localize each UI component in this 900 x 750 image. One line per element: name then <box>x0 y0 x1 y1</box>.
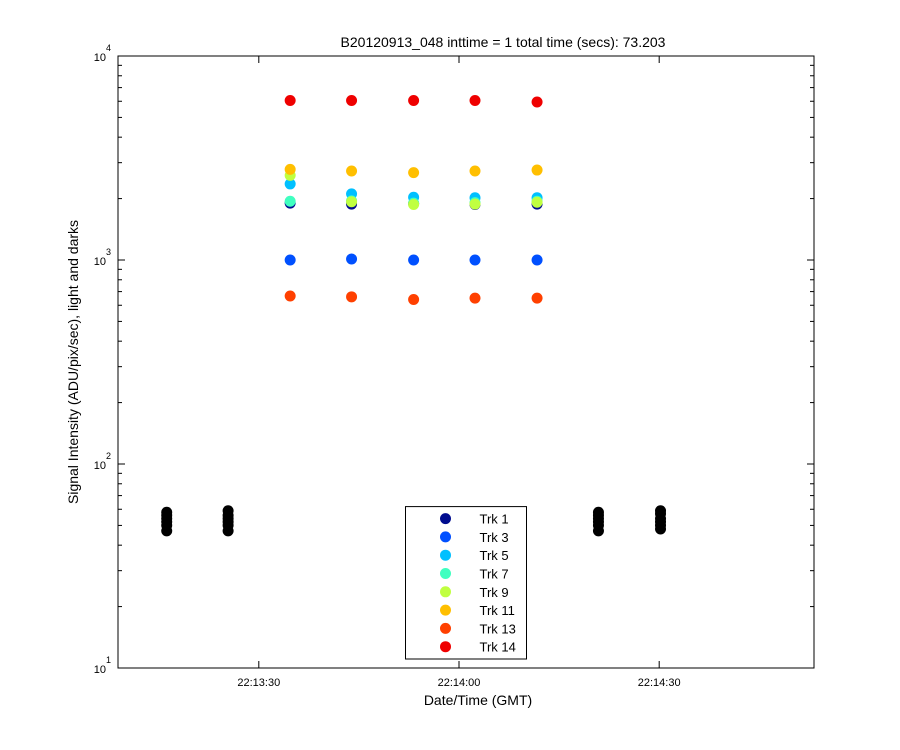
data-point <box>284 163 296 175</box>
data-point <box>531 254 543 266</box>
data-point <box>284 195 296 207</box>
data-point <box>346 253 358 265</box>
chart-title: B20120913_048 inttime = 1 total time (se… <box>341 34 666 50</box>
y-tick-exponent: 2 <box>106 451 111 461</box>
data-point <box>284 254 296 266</box>
legend-label: Trk 3 <box>480 530 509 545</box>
data-point <box>284 178 296 190</box>
legend-marker <box>440 549 451 561</box>
legend-marker <box>440 604 451 616</box>
legend-label: Trk 5 <box>480 548 509 563</box>
data-point <box>655 505 667 517</box>
data-point <box>408 95 420 107</box>
data-point <box>531 292 543 304</box>
y-tick-exponent: 1 <box>106 655 111 665</box>
data-point <box>531 96 543 108</box>
legend-marker <box>440 513 451 525</box>
legend-label: Trk 11 <box>480 603 515 618</box>
legend-label: Trk 9 <box>480 585 509 600</box>
data-point <box>408 294 420 306</box>
data-point <box>346 165 358 177</box>
legend-label: Trk 1 <box>480 512 509 527</box>
y-tick-label: 10 <box>94 664 106 676</box>
data-point <box>408 254 420 266</box>
legend-marker <box>440 622 451 634</box>
data-point <box>284 95 296 107</box>
data-point <box>469 165 481 177</box>
y-tick-label: 10 <box>94 460 106 472</box>
data-point <box>469 254 481 266</box>
data-point <box>592 506 604 518</box>
data-point <box>346 95 358 107</box>
data-point <box>346 291 358 303</box>
plot-frame <box>117 55 815 669</box>
legend-marker <box>440 568 451 579</box>
data-point <box>531 196 543 208</box>
y-tick-label: 10 <box>94 52 106 64</box>
y-tick-exponent: 3 <box>106 247 111 257</box>
data-point <box>469 198 481 210</box>
y-tick-exponent: 4 <box>106 43 111 53</box>
x-tick-label: 22:14:30 <box>638 677 681 689</box>
legend-label: Trk 14 <box>480 640 516 655</box>
legend-marker <box>440 586 451 598</box>
legend-label: Trk 7 <box>480 567 509 582</box>
y-tick-label: 10 <box>94 256 106 268</box>
y-axis-label: Signal Intensity (ADU/pix/sec), light an… <box>65 220 81 504</box>
legend-label: Trk 13 <box>480 621 516 636</box>
x-axis-label: Date/Time (GMT) <box>424 692 532 708</box>
data-point <box>284 290 296 302</box>
x-tick-label: 22:14:00 <box>438 677 481 689</box>
data-point <box>469 95 481 107</box>
legend-marker <box>440 641 451 653</box>
data-point <box>408 199 420 211</box>
x-tick-label: 22:13:30 <box>237 677 280 689</box>
data-point <box>346 196 358 208</box>
data-point <box>531 164 543 176</box>
data-point <box>222 505 234 517</box>
data-point <box>469 292 481 304</box>
data-point <box>161 506 173 518</box>
legend-box <box>405 506 527 660</box>
legend-marker <box>440 531 451 543</box>
data-point <box>408 167 420 179</box>
